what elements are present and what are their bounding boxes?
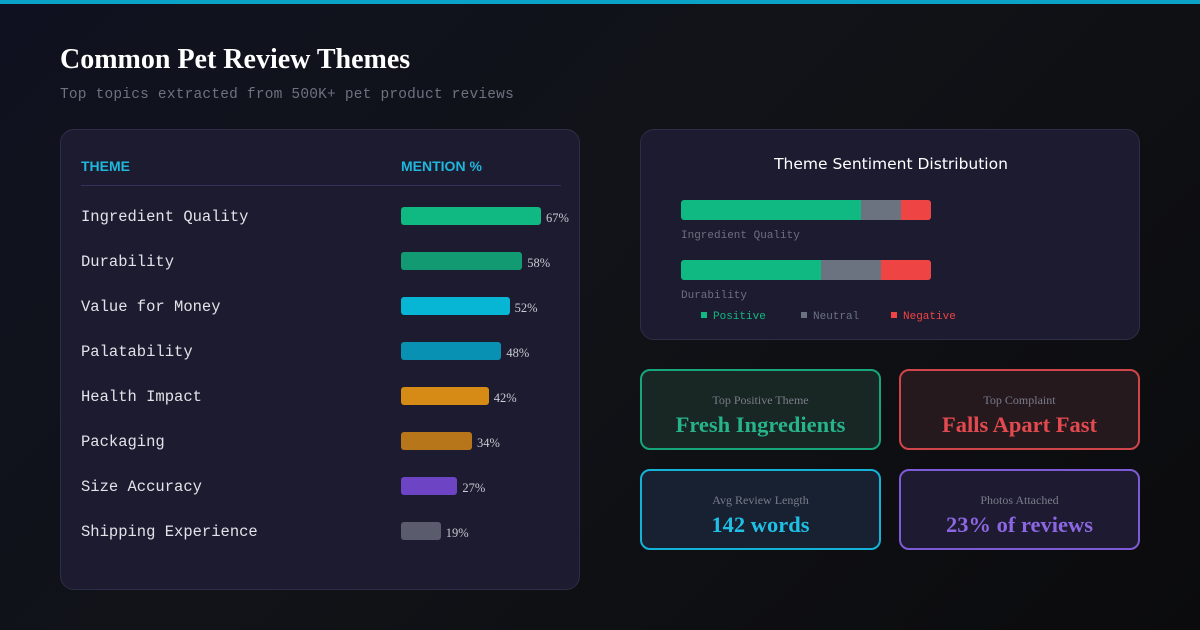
sentiment-segment-neutral bbox=[861, 200, 901, 220]
theme-row: Palatability 48% bbox=[61, 341, 581, 365]
mention-bar bbox=[401, 342, 502, 360]
card-value: 142 words bbox=[711, 512, 810, 537]
sentiment-segment-positive bbox=[681, 260, 821, 280]
theme-row: Size Accuracy 27% bbox=[61, 476, 581, 500]
theme-row: Shipping Experience 19% bbox=[61, 521, 581, 545]
sentiment-stacked-bar bbox=[681, 200, 931, 220]
sentiment-segment-negative bbox=[901, 200, 931, 220]
mention-value-label: 42% bbox=[493, 391, 517, 405]
top-accent-stripe bbox=[0, 0, 1200, 4]
legend-label: Negative bbox=[903, 311, 956, 323]
theme-row: Durability 58% bbox=[61, 251, 581, 275]
sentiment-bar-label: Durability bbox=[681, 290, 748, 302]
card-value: 23% of reviews bbox=[945, 512, 1094, 537]
mention-bar bbox=[401, 387, 489, 405]
card-top-positive-theme: Top Positive Theme Fresh Ingredients bbox=[640, 369, 881, 450]
theme-row: Value for Money 52% bbox=[61, 296, 581, 320]
legend-item-positive: Positive bbox=[701, 311, 766, 323]
mention-value-label: 34% bbox=[477, 436, 500, 450]
sentiment-panel: Theme Sentiment Distribution Ingredient … bbox=[640, 129, 1140, 340]
page-subtitle: Top topics extracted from 500K+ pet prod… bbox=[60, 87, 514, 103]
card-value: Falls Apart Fast bbox=[942, 412, 1097, 437]
sentiment-segment-neutral bbox=[821, 260, 881, 280]
mention-value-label: 67% bbox=[546, 211, 569, 225]
column-header-mention: MENTION % bbox=[401, 158, 482, 174]
theme-label: Health Impact bbox=[81, 388, 202, 406]
mention-bar bbox=[401, 297, 510, 315]
column-header-theme: THEME bbox=[81, 158, 130, 174]
mention-value-label: 58% bbox=[527, 256, 551, 270]
mention-value-label: 48% bbox=[506, 346, 530, 360]
header-divider bbox=[81, 185, 561, 186]
card-photos-attached: Photos Attached 23% of reviews bbox=[899, 469, 1140, 550]
card-label: Top Complaint bbox=[983, 393, 1056, 407]
theme-row: Packaging 34% bbox=[61, 431, 581, 455]
theme-label: Size Accuracy bbox=[81, 478, 202, 496]
sentiment-chart-title: Theme Sentiment Distribution bbox=[774, 155, 1008, 173]
mention-bar bbox=[401, 252, 523, 270]
legend-swatch bbox=[701, 312, 707, 318]
sentiment-segment-positive bbox=[681, 200, 861, 220]
theme-label: Ingredient Quality bbox=[81, 208, 249, 226]
theme-row: Health Impact 42% bbox=[61, 386, 581, 410]
theme-row: Ingredient Quality 67% bbox=[61, 206, 581, 230]
card-value: Fresh Ingredients bbox=[675, 412, 846, 437]
sentiment-stacked-bar bbox=[681, 260, 931, 280]
theme-mentions-panel: THEME MENTION % Ingredient Quality 67% Dur… bbox=[60, 129, 580, 590]
theme-label: Shipping Experience bbox=[81, 523, 258, 541]
mention-value-label: 19% bbox=[445, 526, 469, 540]
legend-swatch bbox=[891, 312, 897, 318]
page-title: Common Pet Review Themes bbox=[60, 44, 411, 75]
mention-bar bbox=[401, 432, 473, 450]
sentiment-bar-label: Ingredient Quality bbox=[681, 230, 800, 242]
card-top-complaint: Top Complaint Falls Apart Fast bbox=[899, 369, 1140, 450]
legend-item-neutral: Neutral bbox=[801, 311, 859, 323]
card-label: Top Positive Theme bbox=[712, 393, 809, 407]
theme-label: Durability bbox=[81, 253, 175, 271]
mention-value-label: 27% bbox=[462, 481, 486, 495]
card-label: Photos Attached bbox=[980, 493, 1059, 507]
mention-bar bbox=[401, 477, 458, 495]
sentiment-segment-negative bbox=[881, 260, 931, 280]
legend-swatch bbox=[801, 312, 807, 318]
theme-label: Packaging bbox=[81, 433, 165, 451]
legend-label: Positive bbox=[713, 311, 766, 323]
mention-bar bbox=[401, 207, 542, 225]
mention-bar bbox=[401, 522, 441, 540]
theme-label: Palatability bbox=[81, 343, 193, 361]
theme-label: Value for Money bbox=[81, 298, 221, 316]
card-avg-review-length: Avg Review Length 142 words bbox=[640, 469, 881, 550]
legend-item-negative: Negative bbox=[891, 311, 956, 323]
mention-value-label: 52% bbox=[514, 301, 538, 315]
legend-label: Neutral bbox=[813, 311, 860, 323]
card-label: Avg Review Length bbox=[712, 493, 809, 507]
